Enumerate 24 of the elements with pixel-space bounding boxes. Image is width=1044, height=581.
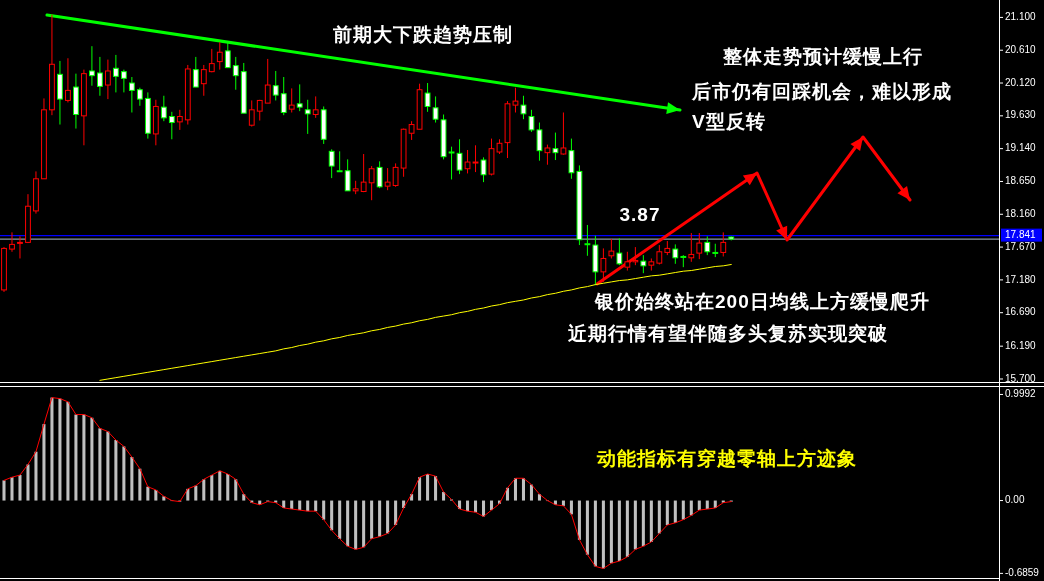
annotation: 3.87 xyxy=(619,204,661,226)
y-tick-label: 20.120 xyxy=(1005,76,1037,88)
y-tick-label: 19.140 xyxy=(1005,142,1037,154)
y-tick-label: 19.630 xyxy=(1005,109,1037,121)
y-tick-label: 17.180 xyxy=(1005,273,1037,285)
annotation: 银价始终站在200日均线上方缓慢爬升 xyxy=(594,291,930,313)
y-tick-label: 21.100 xyxy=(1005,11,1037,23)
annotation: 动能指标有穿越零轴上方迹象 xyxy=(596,448,857,470)
y-tick-label: 18.650 xyxy=(1005,175,1037,187)
y-tick-label: 17.670 xyxy=(1005,240,1037,252)
annotation: 整体走势预计缓慢上行 xyxy=(722,46,923,68)
y-tick-label: 0.9992 xyxy=(1005,388,1037,400)
y-tick-label: 15.700 xyxy=(1005,372,1037,384)
annotation: V型反转 xyxy=(692,111,766,133)
y-tick-label: 0.00 xyxy=(1005,494,1025,506)
y-tick-label: -0.6859 xyxy=(1005,567,1040,579)
y-tick-label: 20.610 xyxy=(1005,43,1037,55)
ref-line-label: 17.841 xyxy=(1005,229,1037,241)
annotation: 近期行情有望伴随多头复苏实现突破 xyxy=(567,323,888,345)
y-tick-label: 16.690 xyxy=(1005,306,1037,318)
annotation: 后市仍有回踩机会，难以形成 xyxy=(691,81,952,103)
annotation: 前期大下跌趋势压制 xyxy=(332,24,513,46)
y-tick-label: 16.190 xyxy=(1005,339,1037,351)
y-tick-label: 18.160 xyxy=(1005,207,1037,219)
